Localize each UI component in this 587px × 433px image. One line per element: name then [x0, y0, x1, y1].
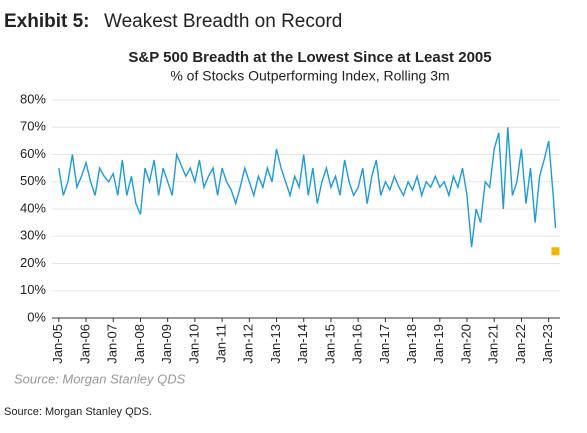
series-line	[58, 127, 557, 248]
exhibit-title: Weakest Breadth on Record	[104, 11, 342, 32]
x-tick-label: Jan-06	[77, 324, 92, 364]
x-tick-label: Jan-09	[159, 324, 174, 364]
chart-subtitle: % of Stocks Outperforming Index, Rolling…	[170, 68, 449, 84]
y-tick-label: 0%	[27, 309, 46, 324]
y-tick-label: 60%	[20, 146, 46, 161]
y-tick-label: 20%	[20, 255, 46, 270]
x-tick-label: Jan-12	[241, 324, 256, 364]
x-tick-label: Jan-22	[513, 324, 528, 364]
exhibit-label: Exhibit 5:	[4, 11, 90, 32]
x-tick-label: Jan-15	[322, 324, 337, 364]
x-tick-label: Jan-11	[214, 324, 229, 363]
y-tick-label: 70%	[20, 119, 46, 134]
x-tick-label: Jan-10	[186, 324, 201, 364]
x-tick-label: Jan-21	[486, 324, 501, 364]
x-tick-label: Jan-13	[268, 324, 283, 364]
footer: Source: Morgan Stanley QDS.	[4, 406, 152, 418]
y-tick-label: 80%	[20, 91, 46, 106]
y-tick-label: 40%	[20, 200, 46, 215]
x-tick-label: Jan-05	[50, 324, 65, 364]
x-tick-label: Jan-08	[132, 324, 147, 364]
x-tick-label: Jan-07	[105, 324, 120, 364]
y-tick-label: 50%	[20, 173, 46, 188]
x-tick-label: Jan-18	[404, 324, 419, 364]
x-tick-label: Jan-14	[295, 324, 310, 364]
chart-title: S&P 500 Breadth at the Lowest Since at L…	[128, 49, 491, 66]
y-tick-label: 30%	[20, 228, 46, 243]
y-tick-label: 10%	[20, 282, 46, 297]
x-tick-label: Jan-23	[540, 324, 555, 364]
x-tick-label: Jan-19	[431, 324, 446, 364]
x-tick-label: Jan-20	[458, 324, 473, 364]
source-note: Source: Morgan Stanley QDS	[14, 371, 186, 386]
x-tick-label: Jan-16	[350, 324, 365, 364]
highlight-marker	[551, 247, 560, 256]
x-tick-label: Jan-17	[377, 324, 392, 364]
